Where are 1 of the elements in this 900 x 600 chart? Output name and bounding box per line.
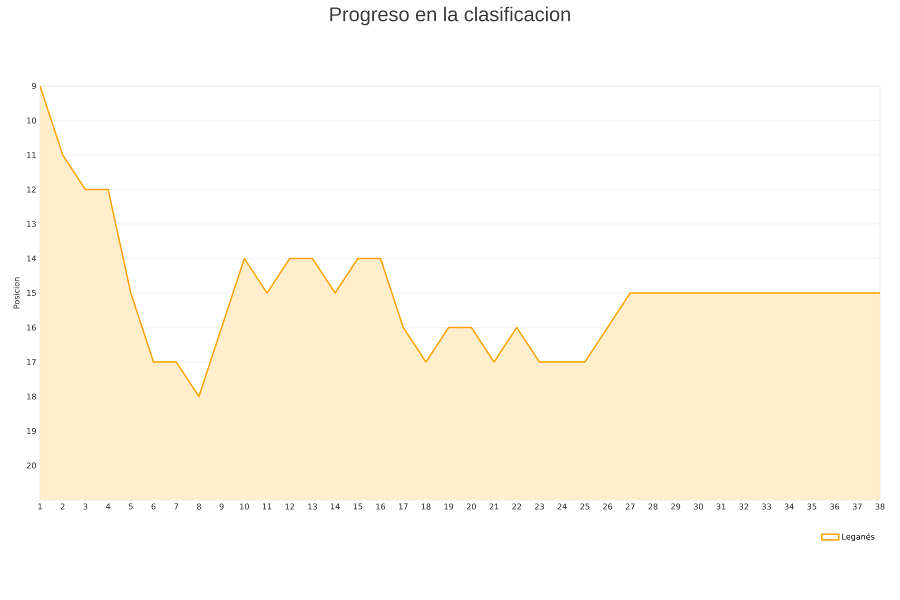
chart-title: Progreso en la clasificacion — [330, 6, 570, 26]
